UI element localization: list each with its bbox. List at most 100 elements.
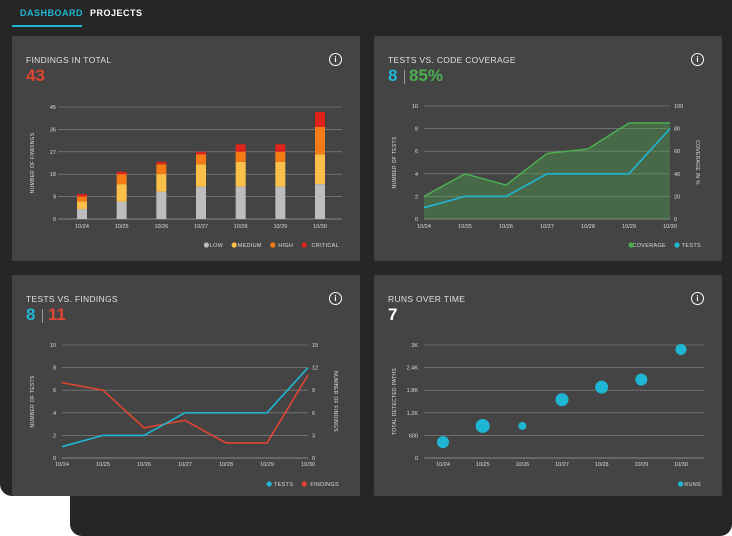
- y-tick-label: 2.4K: [407, 366, 419, 372]
- card-runs-over-time: RUNS OVER TIME i 7 3K 2.4K 1.8K 1.2K 600 0 TOT…: [374, 275, 722, 496]
- card-title: RUNS OVER TIME: [388, 294, 466, 304]
- x-tick-label: 10/24: [55, 462, 69, 468]
- card-title: FINDINGS IN TOTAL: [26, 55, 112, 65]
- tests-line: [423, 128, 671, 209]
- y-tick-label: 2: [53, 433, 56, 439]
- runs-point: [437, 436, 449, 449]
- x-tick-label: 10/26: [137, 462, 151, 468]
- x-tick-label: 10/27: [540, 224, 554, 230]
- coverage-percent-value: 85%: [409, 66, 444, 85]
- info-icon[interactable]: i: [691, 53, 704, 66]
- x-tick-label: 10/27: [194, 224, 208, 230]
- x-tick-label: 10/28: [234, 224, 248, 230]
- tab-dashboard[interactable]: DASHBOARD: [20, 8, 83, 18]
- card-title: TESTS VS. FINDINGS: [26, 294, 118, 304]
- runs-point: [555, 393, 569, 407]
- y-tick-label: 36: [50, 127, 56, 133]
- y-tick-label: 4: [53, 411, 56, 417]
- tab-bar: DASHBOARD PROJECTS: [0, 0, 732, 30]
- info-icon[interactable]: i: [329, 53, 342, 66]
- bar-segment-high: [315, 126, 325, 155]
- x-tick-label: 10/25: [115, 224, 129, 230]
- card-findings-in-total: FINDINGS IN TOTAL i 43 45 36 27 18 9 0 NUMBER …: [12, 36, 360, 261]
- bar-segment-critical: [196, 151, 206, 155]
- bar-segment-high: [196, 154, 206, 165]
- runs-scatter-chart: 3K 2.4K 1.8K 1.2K 600 0 TOTAL DETECTED PATHS 10…: [392, 343, 704, 488]
- bar-segment-high: [156, 164, 167, 175]
- x-tick-label: 10/30: [663, 224, 677, 230]
- tab-projects[interactable]: PROJECTS: [90, 8, 143, 18]
- runs-count-value: 7: [388, 305, 398, 324]
- findings-bar-chart: 45 36 27 18 9 0 NUMBER OF FINDINGS 10/24 10/25 10…: [30, 105, 342, 249]
- y-tick-label: 6: [53, 388, 56, 394]
- tests-count-value: 8: [388, 66, 398, 85]
- y-tick-label-right: 40: [674, 172, 680, 178]
- y-tick-label: 0: [415, 217, 418, 223]
- x-tick-label: 10/30: [301, 462, 315, 468]
- total-findings-value: 43: [26, 66, 45, 85]
- legend-marker: [678, 481, 684, 487]
- coverage-line: [423, 122, 670, 198]
- bar-segment-low: [315, 184, 325, 219]
- y-tick-label-right: 0: [312, 456, 315, 462]
- y-tick-label-right: 12: [312, 366, 318, 372]
- y-tick-label-right: 100: [674, 104, 683, 110]
- active-tab-indicator: [12, 25, 82, 27]
- bar-segment-medium: [156, 174, 167, 192]
- card-title: TESTS VS. CODE COVERAGE: [388, 55, 516, 65]
- legend-marker: [301, 242, 307, 248]
- x-tick-label: 10/29: [260, 462, 274, 468]
- legend-label: HIGH: [278, 243, 293, 249]
- y-tick-label: 18: [50, 172, 56, 178]
- legend-label: TESTS: [682, 243, 701, 249]
- findings-count-value: 11: [48, 305, 66, 324]
- y-tick-label-right: 0: [674, 217, 677, 223]
- bar-segment-medium: [196, 164, 206, 187]
- y-tick-label: 27: [50, 150, 56, 156]
- bar-segment-low: [235, 186, 246, 219]
- y-tick-label: 1.8K: [407, 388, 419, 394]
- y-tick-label: 0: [415, 456, 418, 462]
- y-tick-label: 3K: [411, 343, 418, 349]
- y-tick-label: 9: [53, 195, 56, 201]
- legend-label: FINDINGS: [310, 482, 339, 488]
- runs-point: [675, 344, 687, 356]
- x-tick-label: 10/29: [622, 224, 636, 230]
- info-icon[interactable]: i: [329, 292, 342, 305]
- runs-point: [475, 418, 490, 433]
- y-tick-label: 45: [50, 105, 56, 111]
- x-tick-label: 10/28: [595, 462, 609, 468]
- y-tick-label: 10: [50, 343, 56, 349]
- bar-segment-low: [156, 191, 167, 219]
- tests-line: [61, 367, 309, 448]
- bar-segment-high: [116, 174, 127, 185]
- legend-marker: [266, 481, 272, 487]
- bar-segment-medium: [275, 161, 286, 187]
- coverage-area: [424, 122, 670, 219]
- y-tick-label-right: 60: [674, 149, 680, 155]
- y-tick-label: 10: [412, 104, 418, 110]
- legend-marker: [270, 242, 276, 248]
- app-window: DASHBOARD PROJECTS FINDINGS IN TOTAL i 4…: [0, 0, 732, 496]
- y-tick-label: 0: [53, 456, 56, 462]
- x-tick-label: 10/28: [581, 224, 595, 230]
- bar-segment-critical: [275, 144, 286, 152]
- bar-segment-critical: [77, 194, 87, 197]
- y-tick-label-right: 80: [674, 127, 680, 133]
- y-tick-label: 2: [415, 194, 418, 200]
- legend-label: CRITICAL: [312, 243, 339, 249]
- y-tick-label: 0: [53, 217, 56, 223]
- legend-label: LOW: [210, 243, 224, 249]
- y-tick-label-right: 20: [674, 194, 680, 200]
- x-tick-label: 10/24: [436, 462, 450, 468]
- x-tick-label: 10/26: [499, 224, 513, 230]
- x-tick-label: 10/30: [313, 224, 327, 230]
- x-tick-label: 10/30: [674, 462, 688, 468]
- tests-findings-line-chart: 10 8 6 4 2 0 15 12 9 6 3 0 NUMBER OF TESTS NUMBER OF …: [30, 343, 339, 488]
- bar-segment-medium: [116, 184, 127, 202]
- card-tests-vs-findings: TESTS VS. FINDINGS i 8 11 10 8 6 4 2 0 15 12 9 6 3…: [12, 275, 360, 496]
- legend-marker: [674, 242, 680, 248]
- info-icon[interactable]: i: [691, 292, 704, 305]
- legend-label: TESTS: [274, 482, 293, 488]
